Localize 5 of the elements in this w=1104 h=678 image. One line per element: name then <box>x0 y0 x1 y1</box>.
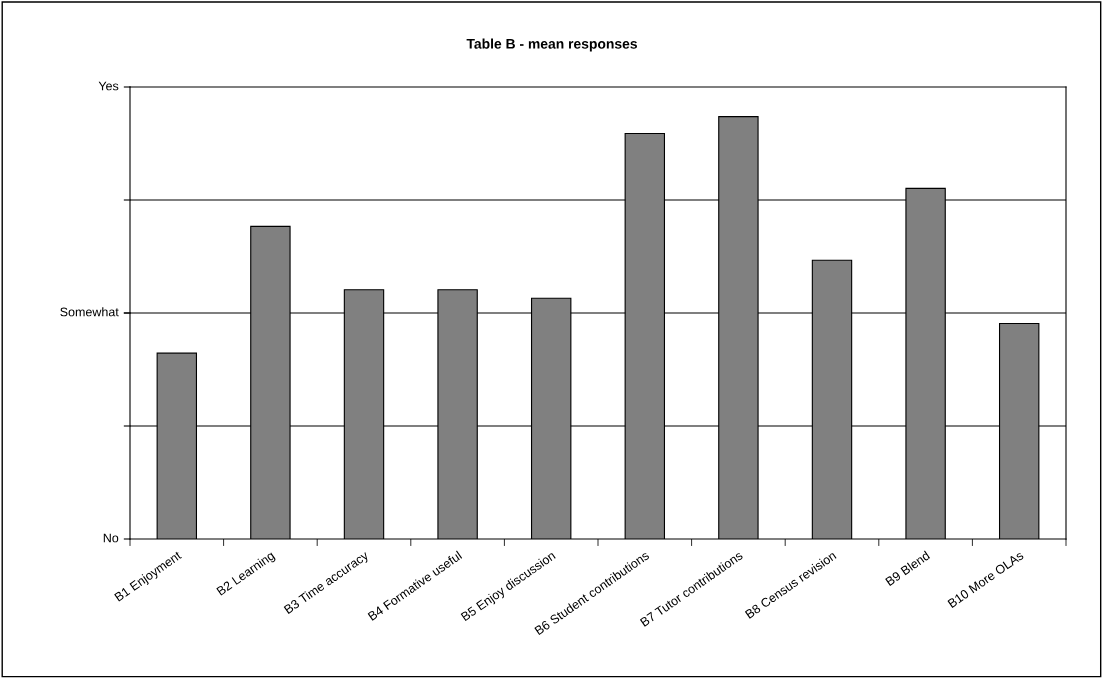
text: Yes <box>98 81 119 91</box>
text: No <box>103 533 119 543</box>
x-tick-label: B10 More OLAs <box>947 550 1025 609</box>
chart-title: Table B - mean responses <box>466 38 637 52</box>
text: Somewhat <box>60 307 119 317</box>
